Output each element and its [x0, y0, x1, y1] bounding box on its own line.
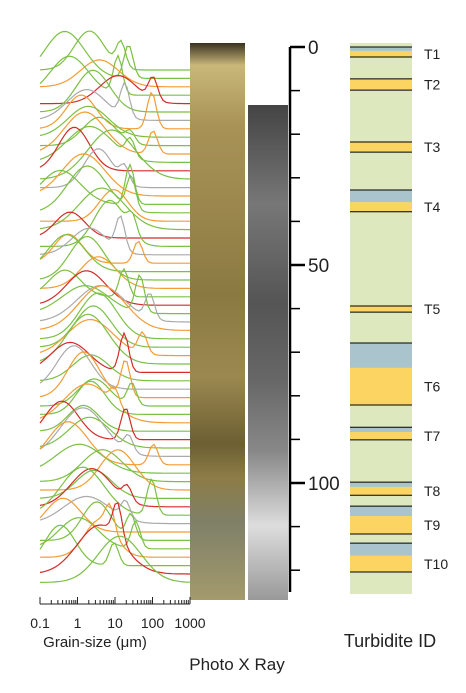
mud-layer — [350, 47, 412, 51]
turbidite-label: T10 — [424, 556, 448, 572]
x-tick-label: 1 — [74, 615, 82, 631]
sand-layer — [350, 431, 412, 440]
sand-layer — [350, 305, 412, 313]
y-tick-label: 50 — [308, 256, 329, 277]
grain-size-curve — [39, 467, 190, 508]
grain-size-curve — [40, 449, 190, 491]
grain-size-curve — [39, 407, 190, 457]
grain-size-curve — [40, 502, 190, 558]
grain-size-curve — [39, 416, 190, 449]
turbidite-label: T4 — [424, 199, 441, 215]
turbidite-title: Turbidite ID — [344, 631, 436, 651]
grain-size-curve — [39, 400, 190, 441]
grain-size-curve — [39, 331, 190, 373]
mud-layer — [350, 343, 412, 368]
grain-size-curve — [39, 443, 190, 474]
x-tick-label: 1000 — [174, 615, 205, 631]
grain-size-curve — [39, 111, 190, 155]
mud-layer — [350, 427, 412, 432]
grain-size-curve — [39, 273, 190, 315]
grain-size-curve — [39, 449, 190, 483]
grain-size-curve — [39, 501, 190, 575]
grain-size-curves — [39, 30, 191, 583]
grain-size-curve — [39, 91, 190, 130]
grain-size-curve — [39, 59, 190, 88]
grain-size-curve — [39, 345, 190, 390]
grain-size-curve — [39, 235, 190, 281]
grain-size-curve — [39, 125, 190, 163]
turbidite-label: T7 — [424, 428, 441, 444]
grain-size-curve — [39, 81, 190, 121]
grain-size-curve — [39, 285, 191, 331]
grain-size-curve — [39, 30, 190, 79]
y-tick-label: 100 — [308, 474, 340, 495]
sand-layer — [350, 142, 412, 153]
turbidite-label: T2 — [424, 76, 441, 92]
grain-size-curve — [39, 466, 190, 516]
sand-layer — [350, 50, 412, 58]
mud-layer — [350, 543, 412, 556]
turbidite-label: T5 — [424, 301, 441, 317]
grain-size-curve — [39, 211, 190, 239]
grain-size-curve — [40, 189, 190, 222]
grain-size-curve — [40, 199, 190, 247]
grain-size-curve — [39, 383, 190, 424]
sand-layer — [350, 516, 412, 535]
grain-size-curve — [39, 270, 190, 306]
grain-size-curve — [39, 313, 190, 365]
turbidite-label: T8 — [424, 483, 441, 499]
grain-size-curve — [39, 351, 190, 399]
sand-layer — [350, 486, 412, 496]
grain-size-curve — [39, 153, 190, 197]
grain-size-curve — [39, 105, 190, 138]
turbidite-label: T3 — [424, 139, 441, 155]
grain-size-curve — [39, 215, 190, 256]
grain-size-curve — [39, 256, 190, 289]
grain-size-curve — [39, 421, 190, 466]
column-background — [350, 43, 412, 594]
grain-size-curve — [39, 284, 190, 323]
grain-size-curve — [40, 378, 190, 407]
grain-size-curve — [40, 74, 190, 105]
x-tick-label: 100 — [141, 615, 165, 631]
sand-layer — [350, 367, 412, 405]
grain-size-label: Grain-size (μm) — [43, 634, 147, 651]
grain-size-curve — [39, 187, 190, 231]
grain-size-curve — [39, 234, 190, 273]
x-tick-label: 10 — [107, 615, 123, 631]
grain-size-curve — [39, 495, 190, 525]
grain-size-curve — [39, 30, 190, 71]
grain-size-curve — [39, 292, 190, 340]
y-tick-label: 0 — [308, 38, 319, 59]
grain-size-curve — [39, 524, 190, 567]
grain-size-curve — [39, 318, 190, 357]
photo-xray-label: Photo X Ray — [189, 655, 285, 674]
mud-layer — [350, 190, 412, 203]
grain-size-curve — [40, 380, 190, 415]
turbidite-label: T9 — [424, 517, 441, 533]
x-tick-label: 0.1 — [30, 615, 50, 631]
turbidite-label: T1 — [424, 46, 441, 62]
grain-size-curve — [39, 535, 191, 583]
grain-size-curve — [39, 53, 190, 96]
sand-layer — [350, 555, 412, 572]
grain-size-curve — [39, 354, 190, 382]
sand-layer — [350, 202, 412, 212]
grain-size-curve — [39, 129, 191, 180]
turbidite-label: T6 — [424, 378, 441, 394]
mud-layer — [350, 482, 412, 487]
grain-size-curve — [39, 404, 190, 432]
mud-layer — [350, 506, 412, 517]
grain-size-curve — [40, 148, 190, 189]
core-xray — [248, 105, 288, 600]
core-photo — [190, 43, 245, 600]
grain-size-curve — [39, 69, 190, 113]
sand-layer — [350, 78, 412, 91]
grain-size-curve — [39, 497, 190, 533]
grain-size-curve — [39, 126, 190, 172]
